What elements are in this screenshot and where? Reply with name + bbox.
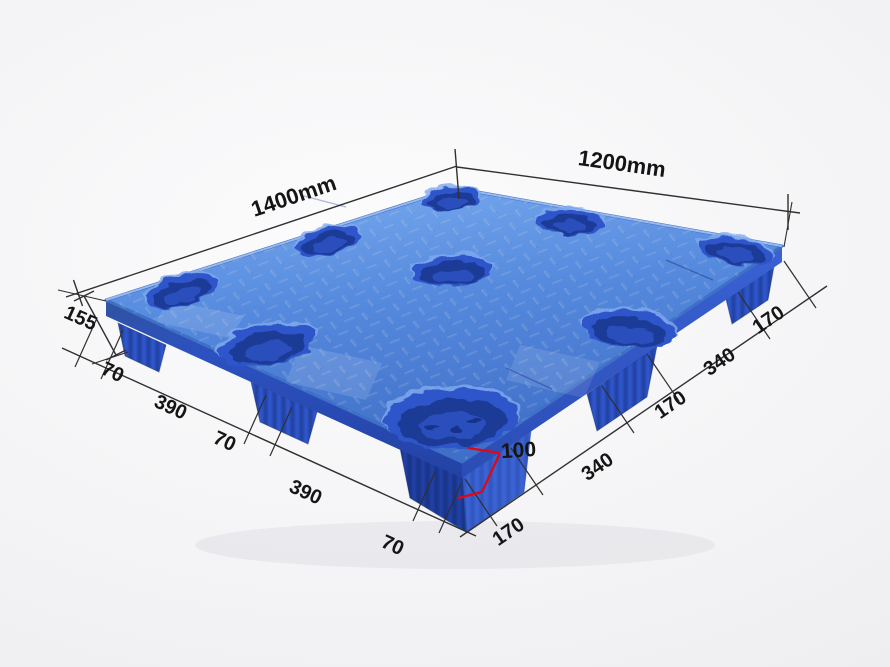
cavity — [697, 233, 776, 267]
long-seg-label-0: 70 — [98, 358, 127, 387]
long-seg-label-1: 390 — [151, 391, 190, 425]
cavity — [216, 320, 317, 367]
cavity — [410, 252, 494, 287]
dim-tick — [269, 406, 293, 457]
dim-tick — [510, 447, 544, 496]
dim-tick — [601, 385, 635, 434]
deck-smooth-patch — [506, 345, 600, 398]
dim-tick — [72, 279, 84, 307]
skirt-right — [462, 246, 782, 478]
dim-tick — [438, 483, 462, 534]
dimension-length — [57, 148, 460, 307]
cavity — [382, 383, 521, 449]
dimension-short-edge — [459, 260, 828, 538]
dimension-width — [456, 166, 801, 248]
width-label: 1200mm — [577, 145, 668, 182]
cavity — [420, 185, 482, 211]
pallet-deck — [104, 186, 784, 464]
dim-tick — [73, 290, 95, 302]
pallet — [104, 185, 784, 533]
dim-extension — [57, 289, 107, 302]
dim-tick — [646, 353, 680, 402]
dim-extension — [783, 201, 793, 248]
skirt-left — [106, 300, 462, 478]
dim-tick — [243, 394, 267, 445]
cavity — [534, 206, 606, 235]
dim-tick — [412, 471, 436, 522]
dimension-long-edge — [61, 317, 477, 537]
long-seg-label-2: 70 — [210, 427, 239, 456]
dimension-foot-height — [457, 446, 501, 500]
dim-tick — [464, 478, 498, 527]
dim-tick — [100, 329, 124, 380]
short-seg-label-2: 170 — [651, 387, 691, 424]
foot-height-label: 100 — [500, 438, 537, 463]
dimension-annotations — [57, 148, 828, 538]
dim-tick — [737, 291, 771, 340]
length-label: 1400mm — [248, 170, 339, 222]
long-seg-label-3: 390 — [286, 476, 325, 510]
dim-tick — [783, 260, 817, 309]
ground-shadow — [195, 521, 715, 569]
deck-smooth-patch — [156, 300, 244, 338]
deck-groove — [505, 367, 553, 390]
foot-near-corner-light — [462, 422, 532, 532]
deck-groove — [665, 259, 714, 281]
cavity — [292, 223, 363, 256]
dim-tick — [454, 148, 460, 200]
cavity — [582, 306, 679, 349]
height-label: 155 — [61, 302, 100, 336]
cavity — [142, 270, 219, 309]
foot-left-corner — [117, 322, 167, 373]
pallet-cavities — [142, 185, 776, 449]
deck-smooth-patch — [286, 345, 382, 400]
dim-tick — [74, 317, 98, 368]
short-seg-label-1: 340 — [578, 449, 618, 486]
